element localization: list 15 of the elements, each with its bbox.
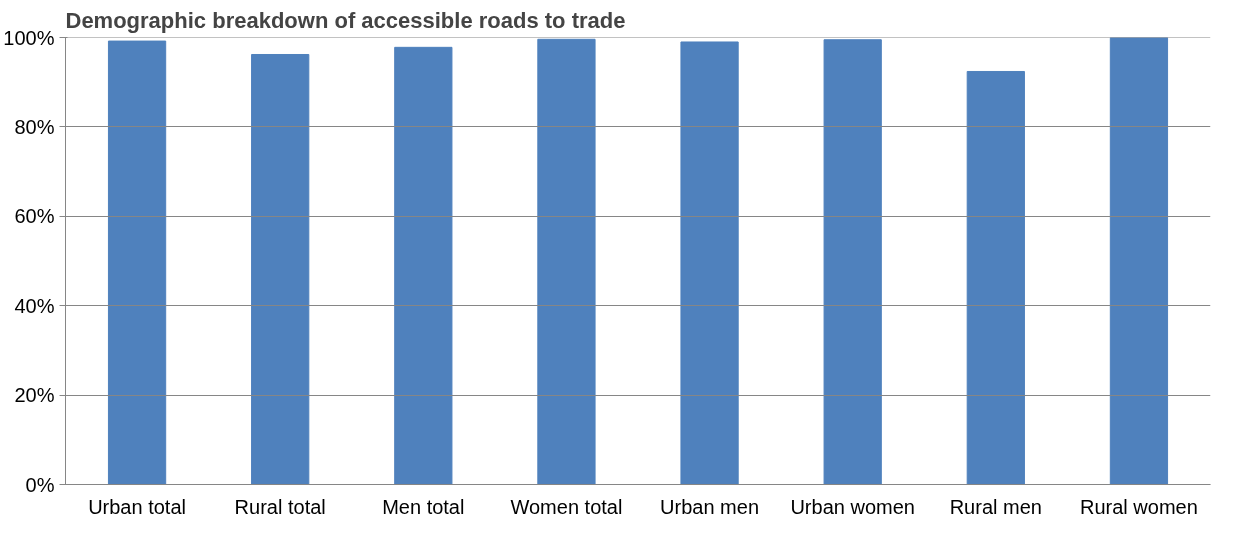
x-tick-label: Rural total (234, 495, 326, 518)
x-tick-label: Rural men (949, 495, 1042, 518)
y-tick-label: 0% (25, 473, 55, 496)
y-tick-label: 20% (14, 384, 55, 407)
x-tick-label: Rural women (1080, 495, 1198, 518)
y-tick-label: 100% (3, 26, 55, 49)
x-tick-label: Women total (510, 495, 623, 518)
x-tick-label: Urban women (790, 495, 915, 518)
y-tick-label: 40% (14, 294, 55, 317)
chart-title: Demographic breakdown of accessible roads to trade (65, 7, 626, 33)
x-tick-label: Men total (382, 495, 465, 518)
y-tick-label: 60% (14, 205, 55, 228)
y-tick-label: 80% (14, 115, 55, 138)
x-tick-label: Urban men (660, 495, 760, 518)
x-tick-label: Urban total (88, 495, 186, 518)
